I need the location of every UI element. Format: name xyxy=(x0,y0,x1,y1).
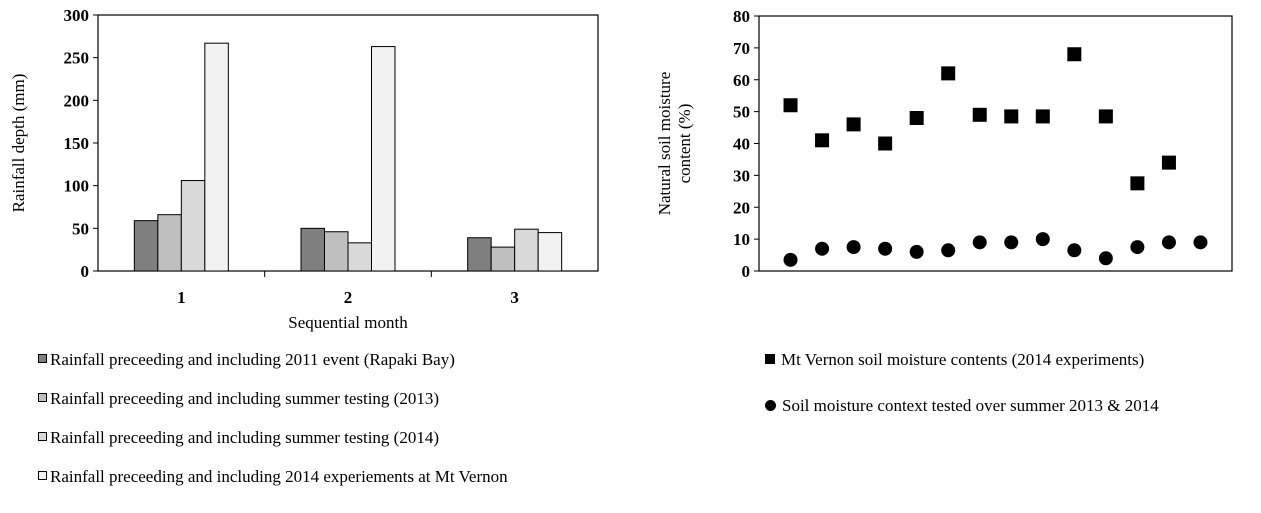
y-tick-label: 0 xyxy=(742,262,751,281)
data-point-circle xyxy=(783,252,798,267)
bar xyxy=(490,246,516,272)
data-point-circle xyxy=(1098,251,1113,266)
y-tick-label: 40 xyxy=(733,135,750,154)
bar xyxy=(204,42,229,272)
bar xyxy=(514,228,539,272)
y-tick-label: 250 xyxy=(64,49,90,68)
legend-label: Rainfall preceeding and including 2014 e… xyxy=(50,467,508,486)
square-marker-icon xyxy=(765,354,775,364)
data-point-circle xyxy=(1161,235,1176,250)
data-point-square xyxy=(1130,176,1145,191)
data-point-circle xyxy=(1035,232,1050,247)
bar-chart: 0 50 100 150 200 250 300 1 2 3 Sequential month Rai… xyxy=(9,6,599,332)
legend-label: Rainfall preceeding and including summer… xyxy=(50,428,440,447)
legend-item: Soil moisture context tested over summer… xyxy=(765,396,1195,415)
legend-label: Rainfall preceeding and including 2011 e… xyxy=(50,350,455,369)
x-tick-label: 2 xyxy=(344,288,353,307)
data-point-circle xyxy=(878,241,893,256)
bar xyxy=(300,227,325,272)
y-tick-label: 70 xyxy=(733,39,750,58)
data-point-square xyxy=(1161,155,1176,170)
y-tick-label: 80 xyxy=(733,7,750,26)
y-tick-label: 200 xyxy=(64,91,90,110)
bar xyxy=(180,180,206,272)
plot-frame xyxy=(758,15,1233,272)
data-point-square xyxy=(1098,109,1113,124)
legend-swatch xyxy=(38,393,47,402)
data-point-square xyxy=(972,107,987,122)
legend-item: Rainfall preceeding and including summer… xyxy=(38,428,439,447)
data-point-circle xyxy=(941,243,956,258)
legend-item: Rainfall preceeding and including 2014 e… xyxy=(38,467,568,486)
y-axis-label: Natural soil moisture xyxy=(655,72,674,216)
y-tick-label: 50 xyxy=(733,103,750,122)
data-point-square xyxy=(1004,109,1019,124)
data-point-square xyxy=(941,66,956,81)
bar xyxy=(324,231,349,272)
data-point-circle xyxy=(1067,243,1082,258)
bar xyxy=(157,214,182,272)
y-tick-label: 0 xyxy=(81,262,90,281)
y-axis-label: Rainfall depth (mm) xyxy=(9,74,28,213)
legend-swatch xyxy=(38,432,47,441)
x-tick-label: 3 xyxy=(510,288,519,307)
y-tick-label: 100 xyxy=(64,177,90,196)
y-tick-label: 60 xyxy=(733,71,750,90)
legend-swatch xyxy=(38,471,47,480)
bar xyxy=(371,46,396,272)
data-point-circle xyxy=(815,241,830,256)
y-axis-label: content (%) xyxy=(675,104,694,184)
legend-swatch xyxy=(38,354,47,363)
y-tick-label: 50 xyxy=(72,219,89,238)
legend-item: Rainfall preceeding and including summer… xyxy=(38,389,439,408)
y-tick-label: 150 xyxy=(64,134,90,153)
x-tick-label: 1 xyxy=(177,288,186,307)
legend-label: Soil moisture context tested over summer… xyxy=(782,396,1159,415)
y-tick-label: 30 xyxy=(733,166,750,185)
scatter-chart: 0 10 20 30 40 50 60 70 80 Natural soil moisture co… xyxy=(655,7,1233,281)
x-axis-label: Sequential month xyxy=(288,313,408,332)
data-point-circle xyxy=(1130,240,1145,255)
data-point-square xyxy=(878,136,893,151)
bar xyxy=(347,242,372,272)
bar xyxy=(133,220,159,272)
circle-marker-icon xyxy=(765,400,776,411)
data-point-circle xyxy=(972,235,987,250)
data-point-circle xyxy=(909,244,924,259)
data-point-square xyxy=(783,98,798,113)
data-point-square xyxy=(815,133,830,148)
legend-label: Mt Vernon soil moisture contents (2014 e… xyxy=(781,350,1145,369)
data-point-circle xyxy=(1193,235,1208,250)
legend-item: Mt Vernon soil moisture contents (2014 e… xyxy=(765,350,1144,369)
bar xyxy=(467,237,492,272)
legend-item: Rainfall preceeding and including 2011 e… xyxy=(38,350,455,369)
y-tick-label: 20 xyxy=(733,198,750,217)
y-tick-label: 300 xyxy=(64,6,90,25)
legend-label: Rainfall preceeding and including summer… xyxy=(50,389,440,408)
bar xyxy=(537,232,563,272)
data-point-square xyxy=(1035,109,1050,124)
y-tick-label: 10 xyxy=(733,230,750,249)
data-point-circle xyxy=(846,240,861,255)
data-point-square xyxy=(909,111,924,125)
data-point-square xyxy=(1067,47,1082,62)
data-point-square xyxy=(846,117,861,132)
data-point-circle xyxy=(1004,235,1019,250)
